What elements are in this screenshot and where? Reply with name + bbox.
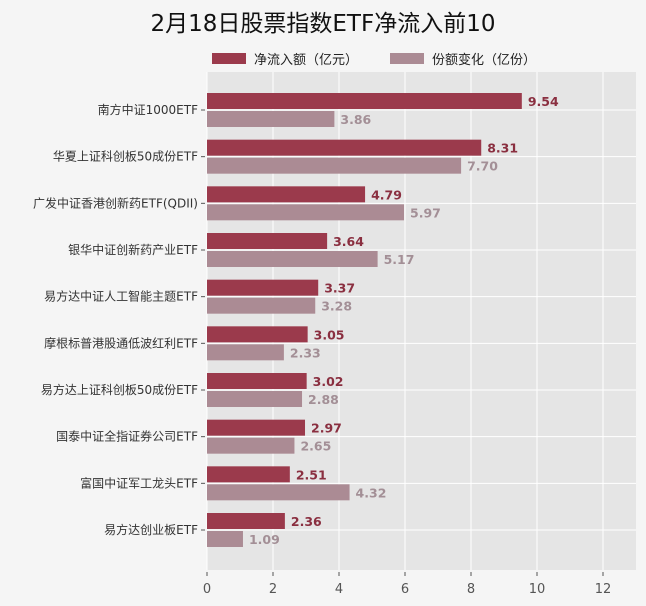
x-tick-label: 10 bbox=[529, 582, 546, 597]
bar bbox=[207, 186, 366, 203]
data-label: 3.37 bbox=[324, 281, 355, 296]
data-label: 3.05 bbox=[314, 327, 345, 342]
data-label: 3.28 bbox=[321, 299, 352, 314]
data-label: 2.65 bbox=[300, 439, 331, 454]
bar bbox=[207, 344, 284, 361]
y-tick-label: 摩根标普港股通低波红利ETF bbox=[44, 335, 198, 350]
legend-swatch bbox=[390, 53, 424, 64]
data-label: 2.88 bbox=[308, 392, 339, 407]
bar bbox=[207, 233, 328, 249]
data-label: 3.64 bbox=[333, 234, 364, 249]
bar bbox=[207, 297, 316, 314]
bar bbox=[207, 157, 462, 174]
data-label: 8.31 bbox=[487, 141, 518, 156]
bar bbox=[207, 531, 243, 547]
data-label: 5.17 bbox=[384, 252, 415, 267]
y-tick-label: 华夏上证科创板50成份ETF bbox=[53, 150, 198, 164]
bar bbox=[207, 513, 285, 529]
bar bbox=[207, 111, 335, 127]
bar bbox=[207, 391, 303, 407]
data-label: 4.32 bbox=[356, 485, 387, 500]
y-tick-label: 广发中证香港创新药ETF(QDII) bbox=[33, 195, 198, 210]
bar bbox=[207, 373, 307, 389]
data-label: 2.33 bbox=[290, 345, 321, 360]
bar bbox=[207, 93, 522, 109]
x-tick-label: 6 bbox=[401, 582, 409, 597]
x-tick-label: 8 bbox=[467, 582, 475, 597]
bar bbox=[207, 326, 308, 343]
x-tick-label: 2 bbox=[269, 582, 277, 597]
data-label: 2.51 bbox=[296, 467, 327, 482]
data-label: 2.36 bbox=[291, 514, 322, 529]
bar bbox=[207, 139, 482, 156]
bar bbox=[207, 484, 350, 501]
legend-item-share-change: 份额变化（亿份） bbox=[390, 49, 536, 68]
bar bbox=[207, 204, 405, 221]
x-tick-label: 12 bbox=[595, 582, 612, 597]
data-label: 4.79 bbox=[371, 187, 402, 202]
y-tick-label: 易方达上证科创板50成份ETF bbox=[41, 382, 198, 397]
data-label: 9.54 bbox=[528, 94, 559, 109]
data-label: 5.97 bbox=[410, 205, 441, 220]
bar bbox=[207, 279, 319, 296]
data-label: 2.97 bbox=[311, 421, 342, 436]
legend-label: 净流入额（亿元） bbox=[254, 53, 359, 68]
chart-title: 2月18日股票指数ETF净流入前10 bbox=[150, 11, 496, 37]
y-tick-label: 易方达创业板ETF bbox=[104, 522, 198, 537]
data-label: 7.70 bbox=[467, 159, 498, 174]
bar bbox=[207, 437, 295, 454]
y-tick-label: 南方中证1000ETF bbox=[98, 102, 198, 117]
y-tick-label: 富国中证军工龙头ETF bbox=[80, 475, 198, 490]
data-label: 3.86 bbox=[340, 112, 371, 127]
x-tick-label: 0 bbox=[203, 582, 211, 597]
legend-swatch bbox=[212, 53, 246, 64]
legend-label: 份额变化（亿份） bbox=[432, 53, 537, 68]
data-label: 3.02 bbox=[313, 374, 344, 389]
legend-item-net-inflow: 净流入额（亿元） bbox=[212, 49, 358, 68]
x-tick-label: 4 bbox=[335, 582, 343, 597]
bar bbox=[207, 419, 306, 436]
y-tick-label: 国泰中证全指证券公司ETF bbox=[56, 429, 198, 444]
bar bbox=[207, 466, 290, 483]
y-tick-label: 易方达中证人工智能主题ETF bbox=[44, 289, 198, 304]
data-label: 1.09 bbox=[249, 532, 280, 547]
bar bbox=[207, 251, 378, 267]
y-tick-label: 银华中证创新药产业ETF bbox=[68, 242, 198, 257]
